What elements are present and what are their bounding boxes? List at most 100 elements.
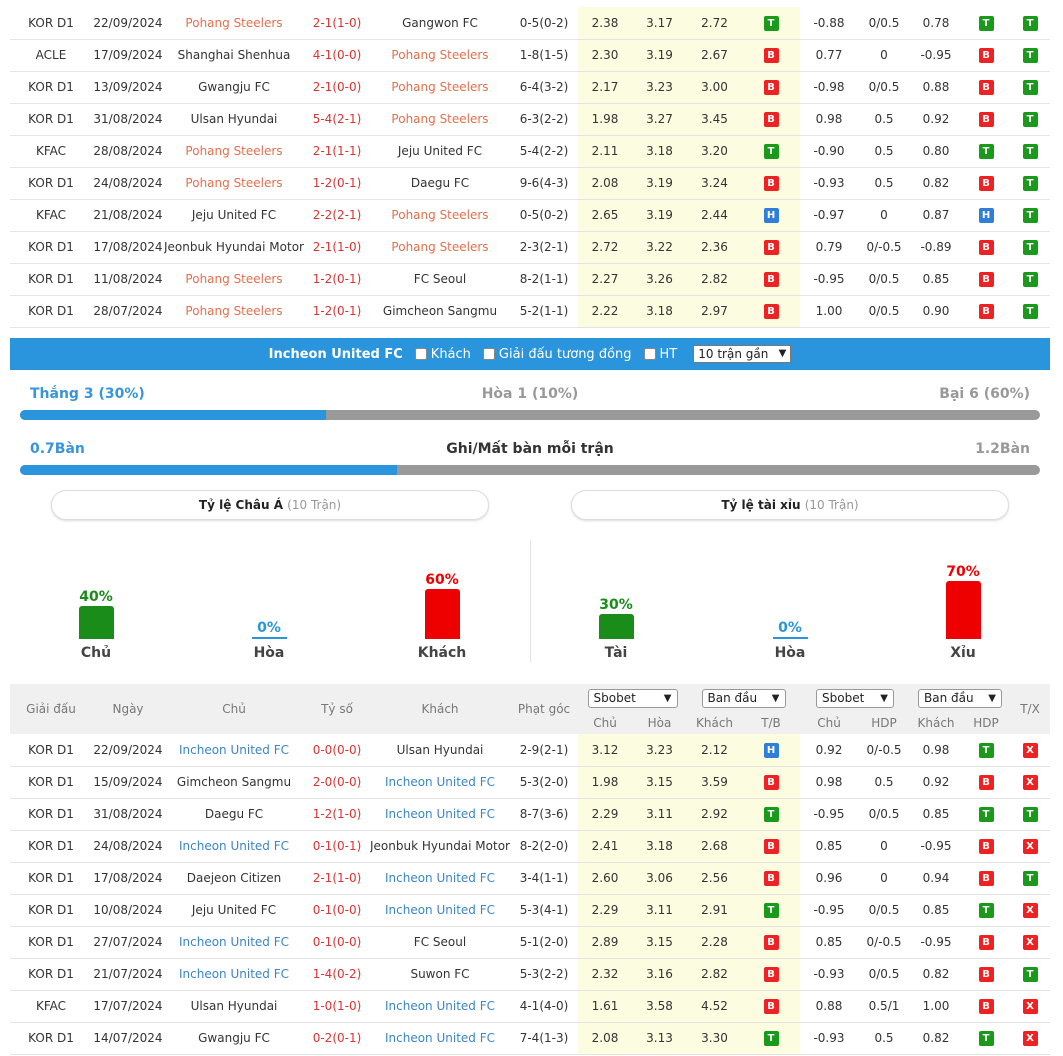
away-team-link[interactable]: Jeonbuk Hyundai Motors (370, 830, 510, 863)
col-home: Chủ (164, 684, 304, 734)
incheon-matches-body: KOR D1 22/09/2024 Incheon United FC 0-0(0-0… (10, 734, 1050, 1055)
score-link[interactable]: 2-1(1-0) (304, 862, 370, 895)
score-link[interactable]: 5-4(2-1) (304, 103, 370, 136)
odds-away: 3.59 (687, 766, 742, 799)
away-team-link[interactable]: Incheon United FC (370, 894, 510, 927)
ah-away: 0.90 (910, 295, 962, 328)
same-league-checkbox[interactable] (482, 348, 495, 360)
away-team-link[interactable]: Gimcheon Sangmu (370, 295, 510, 328)
league-cell: KFAC (10, 199, 92, 232)
ht-checkbox[interactable] (643, 348, 656, 360)
score-link[interactable]: 2-1(0-0) (304, 71, 370, 104)
home-team-link[interactable]: Gwangju FC (164, 1022, 304, 1055)
home-team-link[interactable]: Incheon United FC (164, 958, 304, 991)
asian-handicap-tab[interactable]: Tỷ lệ Châu Á (10 Trận) (51, 490, 489, 520)
away-team-link[interactable]: Daegu FC (370, 167, 510, 200)
score-link[interactable]: 1-2(0-1) (304, 167, 370, 200)
handicap-type-select[interactable]: Ban đầu ▼ (918, 688, 1002, 708)
away-team-link[interactable]: Incheon United FC (370, 862, 510, 895)
chevron-down-icon: ▼ (663, 692, 672, 704)
date-cell: 24/08/2024 (92, 830, 164, 863)
home-team-link[interactable]: Pohang Steelers (164, 7, 304, 40)
away-team-link[interactable]: Ulsan Hyundai (370, 734, 510, 767)
home-team-link[interactable]: Jeonbuk Hyundai Motors (164, 231, 304, 264)
home-team-link[interactable]: Daejeon Citizen (164, 862, 304, 895)
ah-away: -0.95 (910, 39, 962, 72)
odds-type-value: Ban đầu (707, 690, 758, 705)
odds-type-select[interactable]: Ban đầu ▼ (701, 688, 786, 708)
match-count-value: 10 trận gần (698, 347, 769, 361)
home-team-link[interactable]: Jeju United FC (164, 199, 304, 232)
away-team-link[interactable]: Jeju United FC (370, 135, 510, 168)
home-team-link[interactable]: Pohang Steelers (164, 135, 304, 168)
home-team-link[interactable]: Pohang Steelers (164, 263, 304, 296)
odds-result: T (742, 1022, 800, 1055)
away-team-link[interactable]: Incheon United FC (370, 1022, 510, 1055)
score-link[interactable]: 1-4(0-2) (304, 958, 370, 991)
ah-home: 0.92 (800, 734, 858, 767)
odds-home: 2.60 (578, 862, 632, 895)
result-bar-fill (20, 410, 326, 420)
home-team-link[interactable]: Gimcheon Sangmu (164, 766, 304, 799)
home-team-link[interactable]: Incheon United FC (164, 830, 304, 863)
away-team-link[interactable]: Pohang Steelers (370, 103, 510, 136)
home-team-link[interactable]: Ulsan Hyundai (164, 103, 304, 136)
score-link[interactable]: 2-1(1-1) (304, 135, 370, 168)
away-team-link[interactable]: Pohang Steelers (370, 199, 510, 232)
away-team-link[interactable]: Suwon FC (370, 958, 510, 991)
handicap-company-select[interactable]: Sbobet ▼ (816, 688, 894, 708)
match-count-select[interactable]: 10 trận gần ▼ (693, 345, 792, 363)
away-team-link[interactable]: Incheon United FC (370, 990, 510, 1023)
score-link[interactable]: 1-2(0-1) (304, 263, 370, 296)
ratio-percent: 40% (79, 588, 113, 605)
score-link[interactable]: 0-0(0-0) (304, 734, 370, 767)
odds-company-select[interactable]: Sbobet ▼ (587, 688, 678, 708)
date-cell: 14/07/2024 (92, 1022, 164, 1055)
score-link[interactable]: 1-2(1-0) (304, 798, 370, 831)
win-summary: Thắng 3 (30%) (30, 386, 145, 402)
score-link[interactable]: 0-1(0-0) (304, 926, 370, 959)
score-link[interactable]: 0-1(0-0) (304, 894, 370, 927)
home-team-link[interactable]: Daegu FC (164, 798, 304, 831)
home-team-link[interactable]: Incheon United FC (164, 926, 304, 959)
away-team-link[interactable]: Incheon United FC (370, 766, 510, 799)
ah-result: B (962, 263, 1010, 296)
away-team-link[interactable]: FC Seoul (370, 926, 510, 959)
league-cell: KFAC (10, 135, 92, 168)
away-checkbox[interactable] (414, 348, 427, 360)
away-team-link[interactable]: FC Seoul (370, 263, 510, 296)
date-cell: 31/08/2024 (92, 798, 164, 831)
odds-home: 2.32 (578, 958, 632, 991)
home-team-link[interactable]: Ulsan Hyundai (164, 990, 304, 1023)
match-row: KOR D1 24/08/2024 Incheon United FC 0-1(0-1… (10, 830, 1050, 863)
score-link[interactable]: 1-0(1-0) (304, 990, 370, 1023)
pohang-matches-table: KOR D1 22/09/2024 Pohang Steelers 2-1(1-0) G… (10, 7, 1050, 328)
date-cell: 31/08/2024 (92, 103, 164, 136)
over-under-tab[interactable]: Tỷ lệ tài xỉu (10 Trận) (571, 490, 1009, 520)
score-link[interactable]: 2-0(0-0) (304, 766, 370, 799)
home-team-link[interactable]: Gwangju FC (164, 71, 304, 104)
ah-away: 0.82 (910, 958, 962, 991)
chevron-down-icon: ▼ (778, 348, 787, 359)
away-team-link[interactable]: Gangwon FC (370, 7, 510, 40)
score-link[interactable]: 2-1(1-0) (304, 231, 370, 264)
score-link[interactable]: 0-2(0-1) (304, 1022, 370, 1055)
away-team-link[interactable]: Pohang Steelers (370, 39, 510, 72)
home-team-link[interactable]: Pohang Steelers (164, 295, 304, 328)
odds-home: 2.08 (578, 1022, 632, 1055)
home-team-link[interactable]: Pohang Steelers (164, 167, 304, 200)
away-team-link[interactable]: Pohang Steelers (370, 71, 510, 104)
score-link[interactable]: 4-1(0-0) (304, 39, 370, 72)
score-link[interactable]: 2-2(2-1) (304, 199, 370, 232)
ratio-column: 0% Hòa (229, 620, 309, 662)
home-team-link[interactable]: Shanghai Shenhua (164, 39, 304, 72)
result-badge-b: B (763, 999, 779, 1014)
away-team-link[interactable]: Incheon United FC (370, 798, 510, 831)
score-link[interactable]: 0-1(0-1) (304, 830, 370, 863)
home-team-link[interactable]: Incheon United FC (164, 734, 304, 767)
home-team-link[interactable]: Jeju United FC (164, 894, 304, 927)
away-team-link[interactable]: Pohang Steelers (370, 231, 510, 264)
score-link[interactable]: 2-1(1-0) (304, 7, 370, 40)
score-link[interactable]: 1-2(0-1) (304, 295, 370, 328)
odds-result: B (742, 39, 800, 72)
